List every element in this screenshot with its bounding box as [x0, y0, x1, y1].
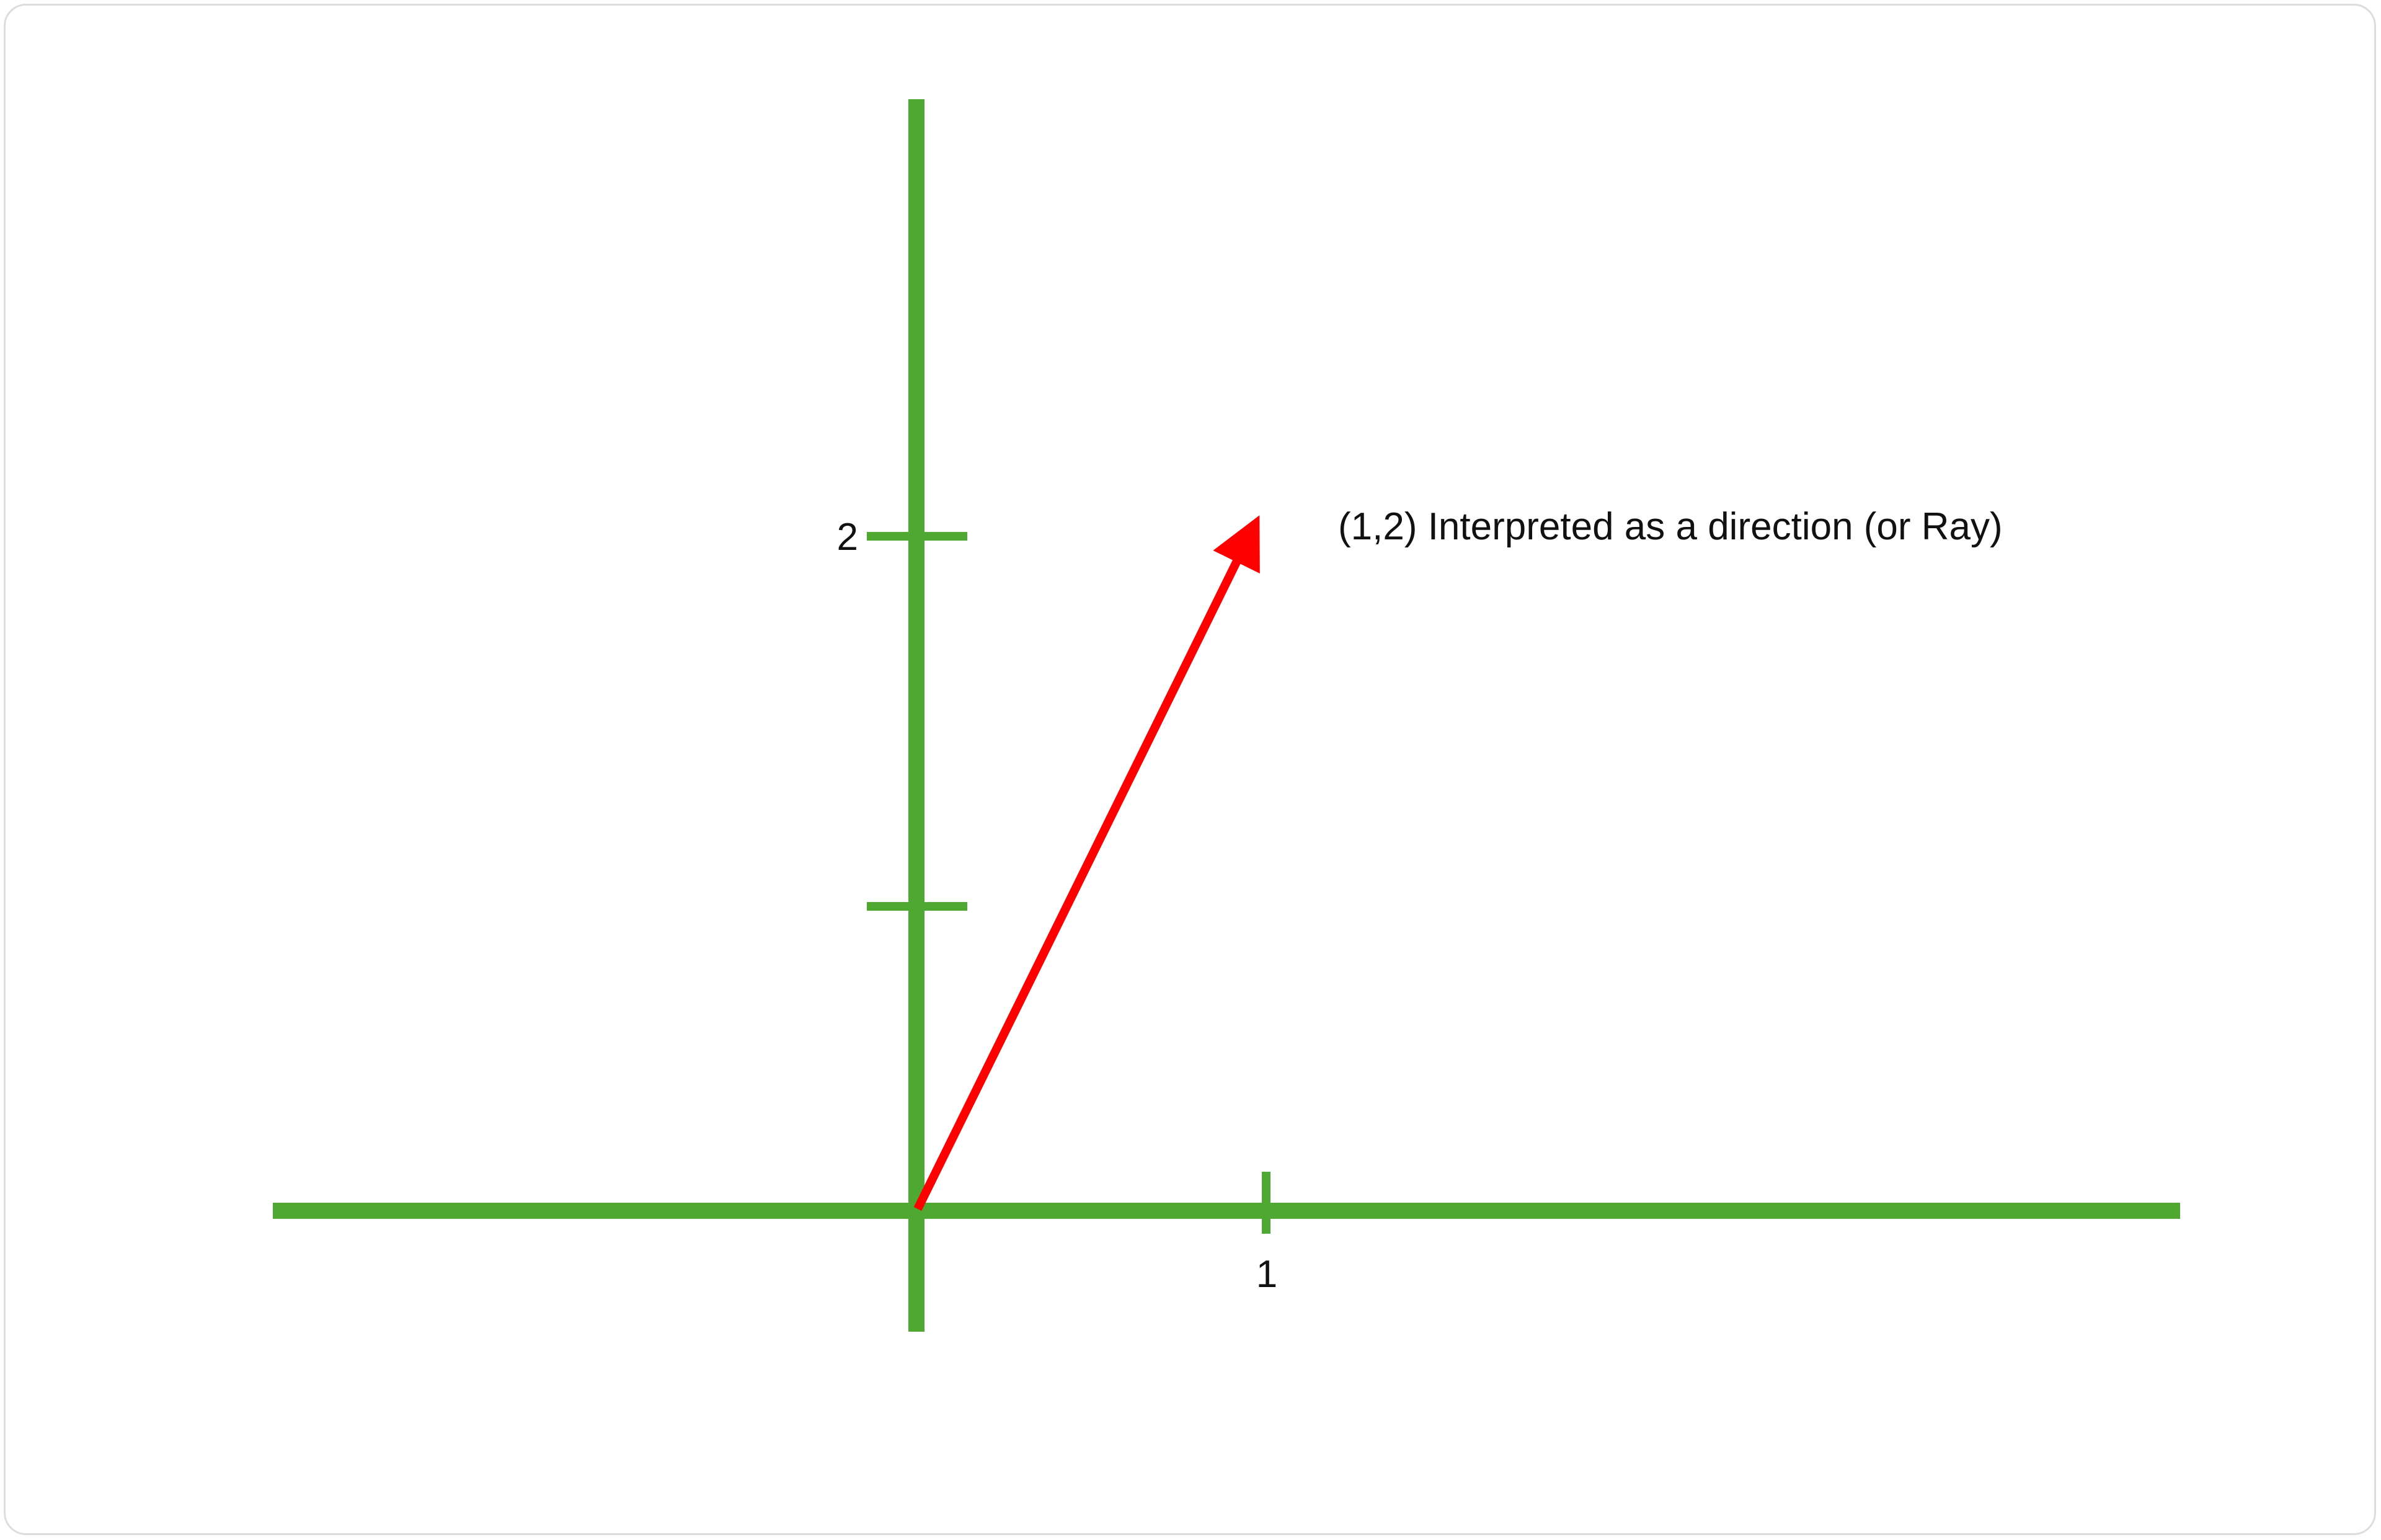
x-tick-label-1: 1	[1256, 1253, 1277, 1296]
vector-label: (1,2) Interpreted as a direction (or Ray…	[1338, 505, 2003, 548]
direction-vector-arrow	[913, 515, 1260, 1211]
y-tick-label-2: 2	[837, 516, 858, 559]
diagram-frame	[4, 4, 2376, 1535]
